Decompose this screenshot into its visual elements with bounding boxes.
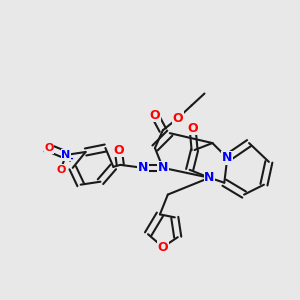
Text: N: N — [222, 152, 232, 164]
Text: N: N — [138, 161, 148, 174]
Text: O: O — [44, 143, 54, 153]
Text: O: O — [113, 143, 124, 157]
Text: N: N — [204, 171, 214, 184]
Text: N: N — [138, 161, 148, 174]
Text: N: N — [61, 150, 70, 160]
Text: N: N — [222, 152, 232, 164]
Text: O: O — [187, 122, 198, 135]
Text: -: - — [43, 147, 47, 157]
Text: O: O — [56, 165, 65, 175]
Text: O: O — [113, 143, 124, 157]
Text: O: O — [56, 165, 65, 175]
Text: O: O — [158, 241, 168, 254]
Text: O: O — [172, 112, 183, 125]
Text: N: N — [204, 171, 214, 184]
Text: N: N — [158, 161, 168, 174]
Text: +: + — [66, 154, 74, 164]
Text: O: O — [44, 143, 54, 153]
Text: O: O — [187, 122, 198, 135]
Text: N: N — [61, 150, 70, 160]
Text: O: O — [150, 109, 160, 122]
Text: O: O — [150, 109, 160, 122]
Text: O: O — [172, 112, 183, 125]
Text: N: N — [158, 161, 168, 174]
Text: O: O — [158, 241, 168, 254]
